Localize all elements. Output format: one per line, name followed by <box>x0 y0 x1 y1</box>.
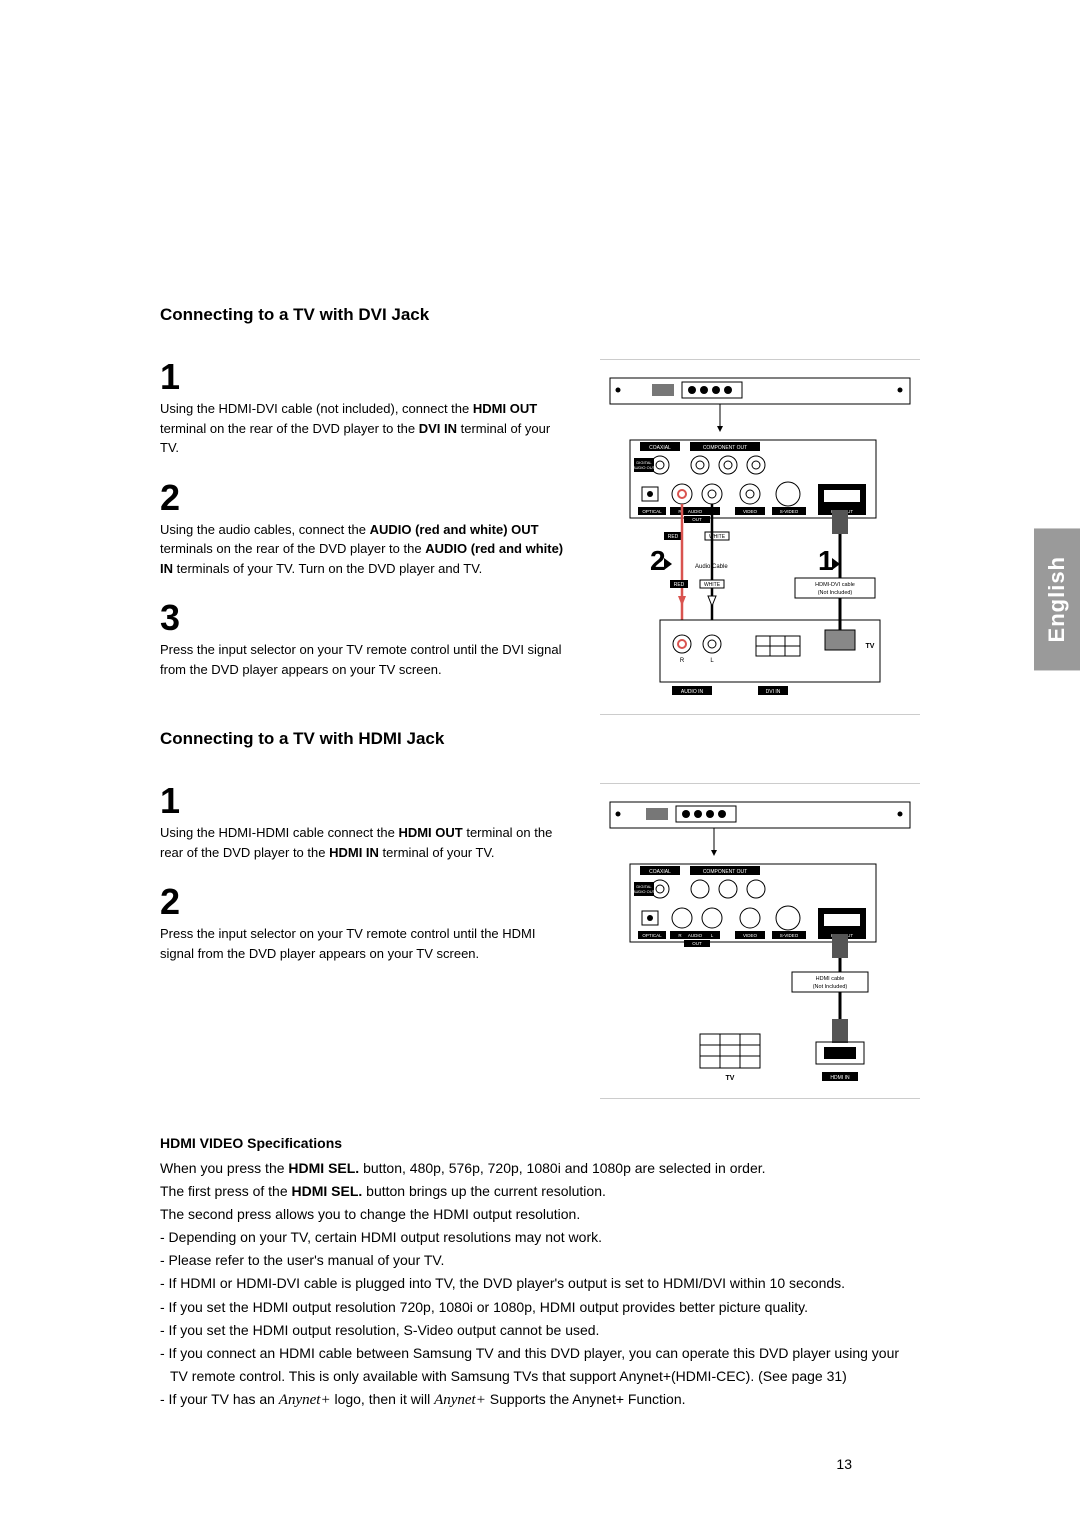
svg-text:VIDEO: VIDEO <box>743 509 758 514</box>
svg-text:AUDIO IN: AUDIO IN <box>681 689 704 695</box>
step-number: 2 <box>160 884 570 920</box>
step-number: 1 <box>160 359 570 395</box>
step-body: Using the audio cables, connect the AUDI… <box>160 520 570 579</box>
hdmi-steps: 1 Using the HDMI-HDMI cable connect the … <box>160 783 570 985</box>
svg-text:HDMI IN: HDMI IN <box>830 1075 850 1081</box>
hdmi-diagram: COAXIAL COMPONENT OUT DIGITAL AUDIO OUT … <box>600 783 920 1109</box>
svg-text:S-VIDEO: S-VIDEO <box>780 509 799 514</box>
svg-text:OUT: OUT <box>692 517 702 522</box>
svg-text:S-VIDEO: S-VIDEO <box>780 933 799 938</box>
svg-text:TV: TV <box>726 1075 735 1082</box>
svg-text:COAXIAL: COAXIAL <box>649 445 671 451</box>
svg-text:OUT: OUT <box>692 941 702 946</box>
dvi-diagram: COAXIAL COMPONENT OUT DIGITAL AUDIO OUT <box>600 359 920 725</box>
dvi-steps: 1 Using the HDMI-DVI cable (not included… <box>160 359 570 701</box>
svg-text:AUDIO OUT: AUDIO OUT <box>633 889 656 894</box>
svg-text:R: R <box>680 658 685 664</box>
step-number: 1 <box>160 783 570 819</box>
svg-text:(Not Included): (Not Included) <box>813 984 848 990</box>
step-body: Using the HDMI-HDMI cable connect the HD… <box>160 823 570 862</box>
svg-text:WHITE: WHITE <box>704 582 721 588</box>
spec-line: - If your TV has an Anynet+ logo, then i… <box>160 1388 920 1413</box>
language-tab: English <box>1034 528 1080 670</box>
page-number: 13 <box>836 1456 852 1472</box>
spec-line: The first press of the HDMI SEL. button … <box>160 1180 920 1203</box>
spec-line: - Depending on your TV, certain HDMI out… <box>160 1226 920 1249</box>
svg-text:(Not Included): (Not Included) <box>818 590 853 596</box>
dvi-row: 1 Using the HDMI-DVI cable (not included… <box>160 359 920 725</box>
spec-line: - If you connect an HDMI cable between S… <box>160 1342 920 1388</box>
step-number: 3 <box>160 600 570 636</box>
spec-line: When you press the HDMI SEL. button, 480… <box>160 1157 920 1180</box>
svg-text:AUDIO: AUDIO <box>688 509 703 514</box>
svg-text:AUDIO: AUDIO <box>688 933 703 938</box>
svg-text:RED: RED <box>674 582 685 588</box>
svg-text:VIDEO: VIDEO <box>743 933 758 938</box>
hdmi-section-title: Connecting to a TV with HDMI Jack <box>160 729 920 749</box>
spec-line: The second press allows you to change th… <box>160 1203 920 1226</box>
svg-text:2: 2 <box>650 545 666 576</box>
step-body: Press the input selector on your TV remo… <box>160 924 570 963</box>
hdmi-row: 1 Using the HDMI-HDMI cable connect the … <box>160 783 920 1109</box>
spec-body: When you press the HDMI SEL. button, 480… <box>160 1157 920 1413</box>
step-body: Using the HDMI-DVI cable (not included),… <box>160 399 570 458</box>
spec-line: - If HDMI or HDMI-DVI cable is plugged i… <box>160 1272 920 1295</box>
svg-text:OPTICAL: OPTICAL <box>642 933 662 938</box>
svg-text:COMPONENT OUT: COMPONENT OUT <box>703 869 747 875</box>
spec-line: - If you set the HDMI output resolution,… <box>160 1319 920 1342</box>
svg-text:COMPONENT OUT: COMPONENT OUT <box>703 445 747 451</box>
svg-text:HDMI cable: HDMI cable <box>816 976 845 982</box>
svg-text:Audio Cable: Audio Cable <box>695 564 728 570</box>
step-body: Press the input selector on your TV remo… <box>160 640 570 679</box>
dvi-section-title: Connecting to a TV with DVI Jack <box>160 305 920 325</box>
svg-text:AUDIO OUT: AUDIO OUT <box>633 465 656 470</box>
svg-text:DVI IN: DVI IN <box>766 689 781 695</box>
spec-line: - Please refer to the user's manual of y… <box>160 1249 920 1272</box>
svg-text:COAXIAL: COAXIAL <box>649 869 671 875</box>
svg-text:RED: RED <box>668 534 679 540</box>
svg-text:OPTICAL: OPTICAL <box>642 509 662 514</box>
spec-line: - If you set the HDMI output resolution … <box>160 1296 920 1319</box>
svg-text:L: L <box>710 658 714 664</box>
step-number: 2 <box>160 480 570 516</box>
svg-text:HDMI-DVI cable: HDMI-DVI cable <box>815 582 855 588</box>
spec-title: HDMI VIDEO Specifications <box>160 1135 920 1151</box>
svg-text:TV: TV <box>866 643 875 650</box>
page-content: Connecting to a TV with DVI Jack 1 Using… <box>160 60 920 1413</box>
svg-text:1: 1 <box>818 545 834 576</box>
